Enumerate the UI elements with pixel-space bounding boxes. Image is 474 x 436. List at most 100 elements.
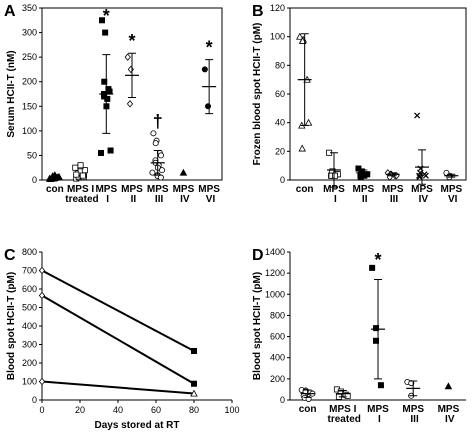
- y-tick-label: 200: [270, 374, 285, 384]
- y-tick-label: 1400: [265, 247, 285, 257]
- panel-label: D: [252, 247, 264, 264]
- x-tick-label: con: [296, 184, 314, 195]
- frame: [289, 7, 467, 181]
- x-tick-label: con: [299, 404, 317, 415]
- label-line: MPS: [352, 184, 374, 195]
- line: [41, 380, 195, 395]
- y-tick-label: 200: [22, 77, 37, 87]
- point: [150, 130, 157, 137]
- error-bar: [447, 173, 456, 178]
- point: [77, 162, 84, 169]
- x-tick-label: MPS I: [95, 184, 117, 205]
- point: [45, 174, 54, 182]
- x-tick-label: 0: [39, 405, 44, 415]
- y-tick-label: 40: [275, 118, 285, 128]
- point: [51, 171, 59, 179]
- point: [157, 152, 164, 159]
- point: [98, 149, 105, 156]
- error-bar: [330, 152, 338, 188]
- point: [72, 164, 79, 171]
- y-axis-title: Serum HCII-T (nM): [6, 50, 17, 137]
- y-tick-label: 150: [22, 101, 37, 111]
- y-tick-label: 1200: [265, 268, 285, 278]
- y-tick-label: 600: [270, 332, 285, 342]
- y-tick-label: 100: [22, 377, 37, 387]
- x-tick-label: con: [46, 184, 64, 195]
- line: [41, 294, 195, 385]
- point: [179, 168, 188, 176]
- point: [149, 169, 156, 176]
- x-tick-label: MPS II: [121, 184, 143, 205]
- label-line: I: [331, 194, 337, 205]
- error-bar: [205, 59, 214, 115]
- label-line: III: [408, 414, 419, 425]
- point: [79, 172, 86, 179]
- point: [190, 380, 197, 387]
- error-bar: [374, 278, 382, 380]
- label-line: MPS: [198, 184, 220, 195]
- x-tick-label: MPS IV: [411, 184, 433, 205]
- y-tick-label: 400: [22, 321, 37, 331]
- y-tick-label: 250: [22, 52, 37, 62]
- point: [416, 174, 423, 181]
- point: [190, 347, 197, 354]
- label-line: MPS I: [329, 404, 356, 415]
- point: [38, 377, 46, 386]
- point: [152, 140, 159, 147]
- label-line: MPS: [411, 184, 433, 195]
- label-line: MPS: [95, 184, 117, 195]
- y-axis-title: Frozen blood spot HCII-T (pM): [252, 23, 263, 166]
- x-tick-label: MPS VI: [198, 184, 220, 205]
- label-line: IV: [442, 414, 455, 425]
- y-tick-label: 300: [22, 340, 37, 350]
- point: [304, 118, 313, 126]
- x-tick-label: MPS IV: [438, 404, 460, 425]
- point: [127, 65, 134, 74]
- point: [99, 17, 106, 24]
- x-tick-label: 20: [75, 405, 85, 415]
- point: [38, 266, 46, 275]
- annotation: *: [128, 31, 135, 51]
- label-line: III: [152, 194, 163, 205]
- x-tick-label: MPS I: [367, 404, 389, 425]
- error-bar: [102, 54, 111, 134]
- y-tick-label: 0: [32, 395, 37, 405]
- point: [102, 29, 109, 36]
- x-tick-label: 40: [113, 405, 123, 415]
- y-axis-title: Blood spot HCII-T (pM): [6, 272, 17, 380]
- error-bar: [303, 389, 312, 398]
- y-axis-title: Blood spot HCII-T (pM): [252, 272, 263, 380]
- point: [372, 337, 379, 344]
- x-tick-label: 100: [224, 405, 239, 415]
- y-tick-label: 50: [27, 150, 37, 160]
- label-line: treated: [325, 414, 361, 425]
- y-tick-label: 80: [275, 60, 285, 70]
- error-bar: [359, 169, 368, 177]
- x-tick-label: MPS III: [402, 404, 424, 425]
- x-tick-label: MPS II: [352, 184, 374, 205]
- point: [444, 382, 453, 390]
- point: [373, 325, 380, 332]
- annotation: †: [153, 111, 163, 131]
- point: [157, 174, 164, 181]
- x-tick-label: MPS VI: [440, 184, 462, 205]
- y-tick-label: 1000: [265, 289, 285, 299]
- label-line: MPS: [173, 184, 195, 195]
- y-tick-label: 400: [270, 353, 285, 363]
- error-bar: [300, 33, 309, 127]
- point: [38, 291, 46, 300]
- label-line: III: [387, 194, 398, 205]
- x-tick-label: MPS III: [147, 184, 169, 205]
- annotation: *: [374, 250, 381, 270]
- error-bar: [338, 389, 347, 398]
- point: [204, 103, 211, 110]
- label-line: II: [128, 194, 137, 205]
- label-line: MPS: [402, 404, 424, 415]
- y-tick-label: 300: [22, 28, 37, 38]
- y-tick-label: 700: [22, 266, 37, 276]
- label-line: II: [359, 194, 368, 205]
- frame: [41, 7, 223, 181]
- label-line: MPS: [382, 184, 404, 195]
- x-tick-label: MPS I treated: [63, 184, 99, 205]
